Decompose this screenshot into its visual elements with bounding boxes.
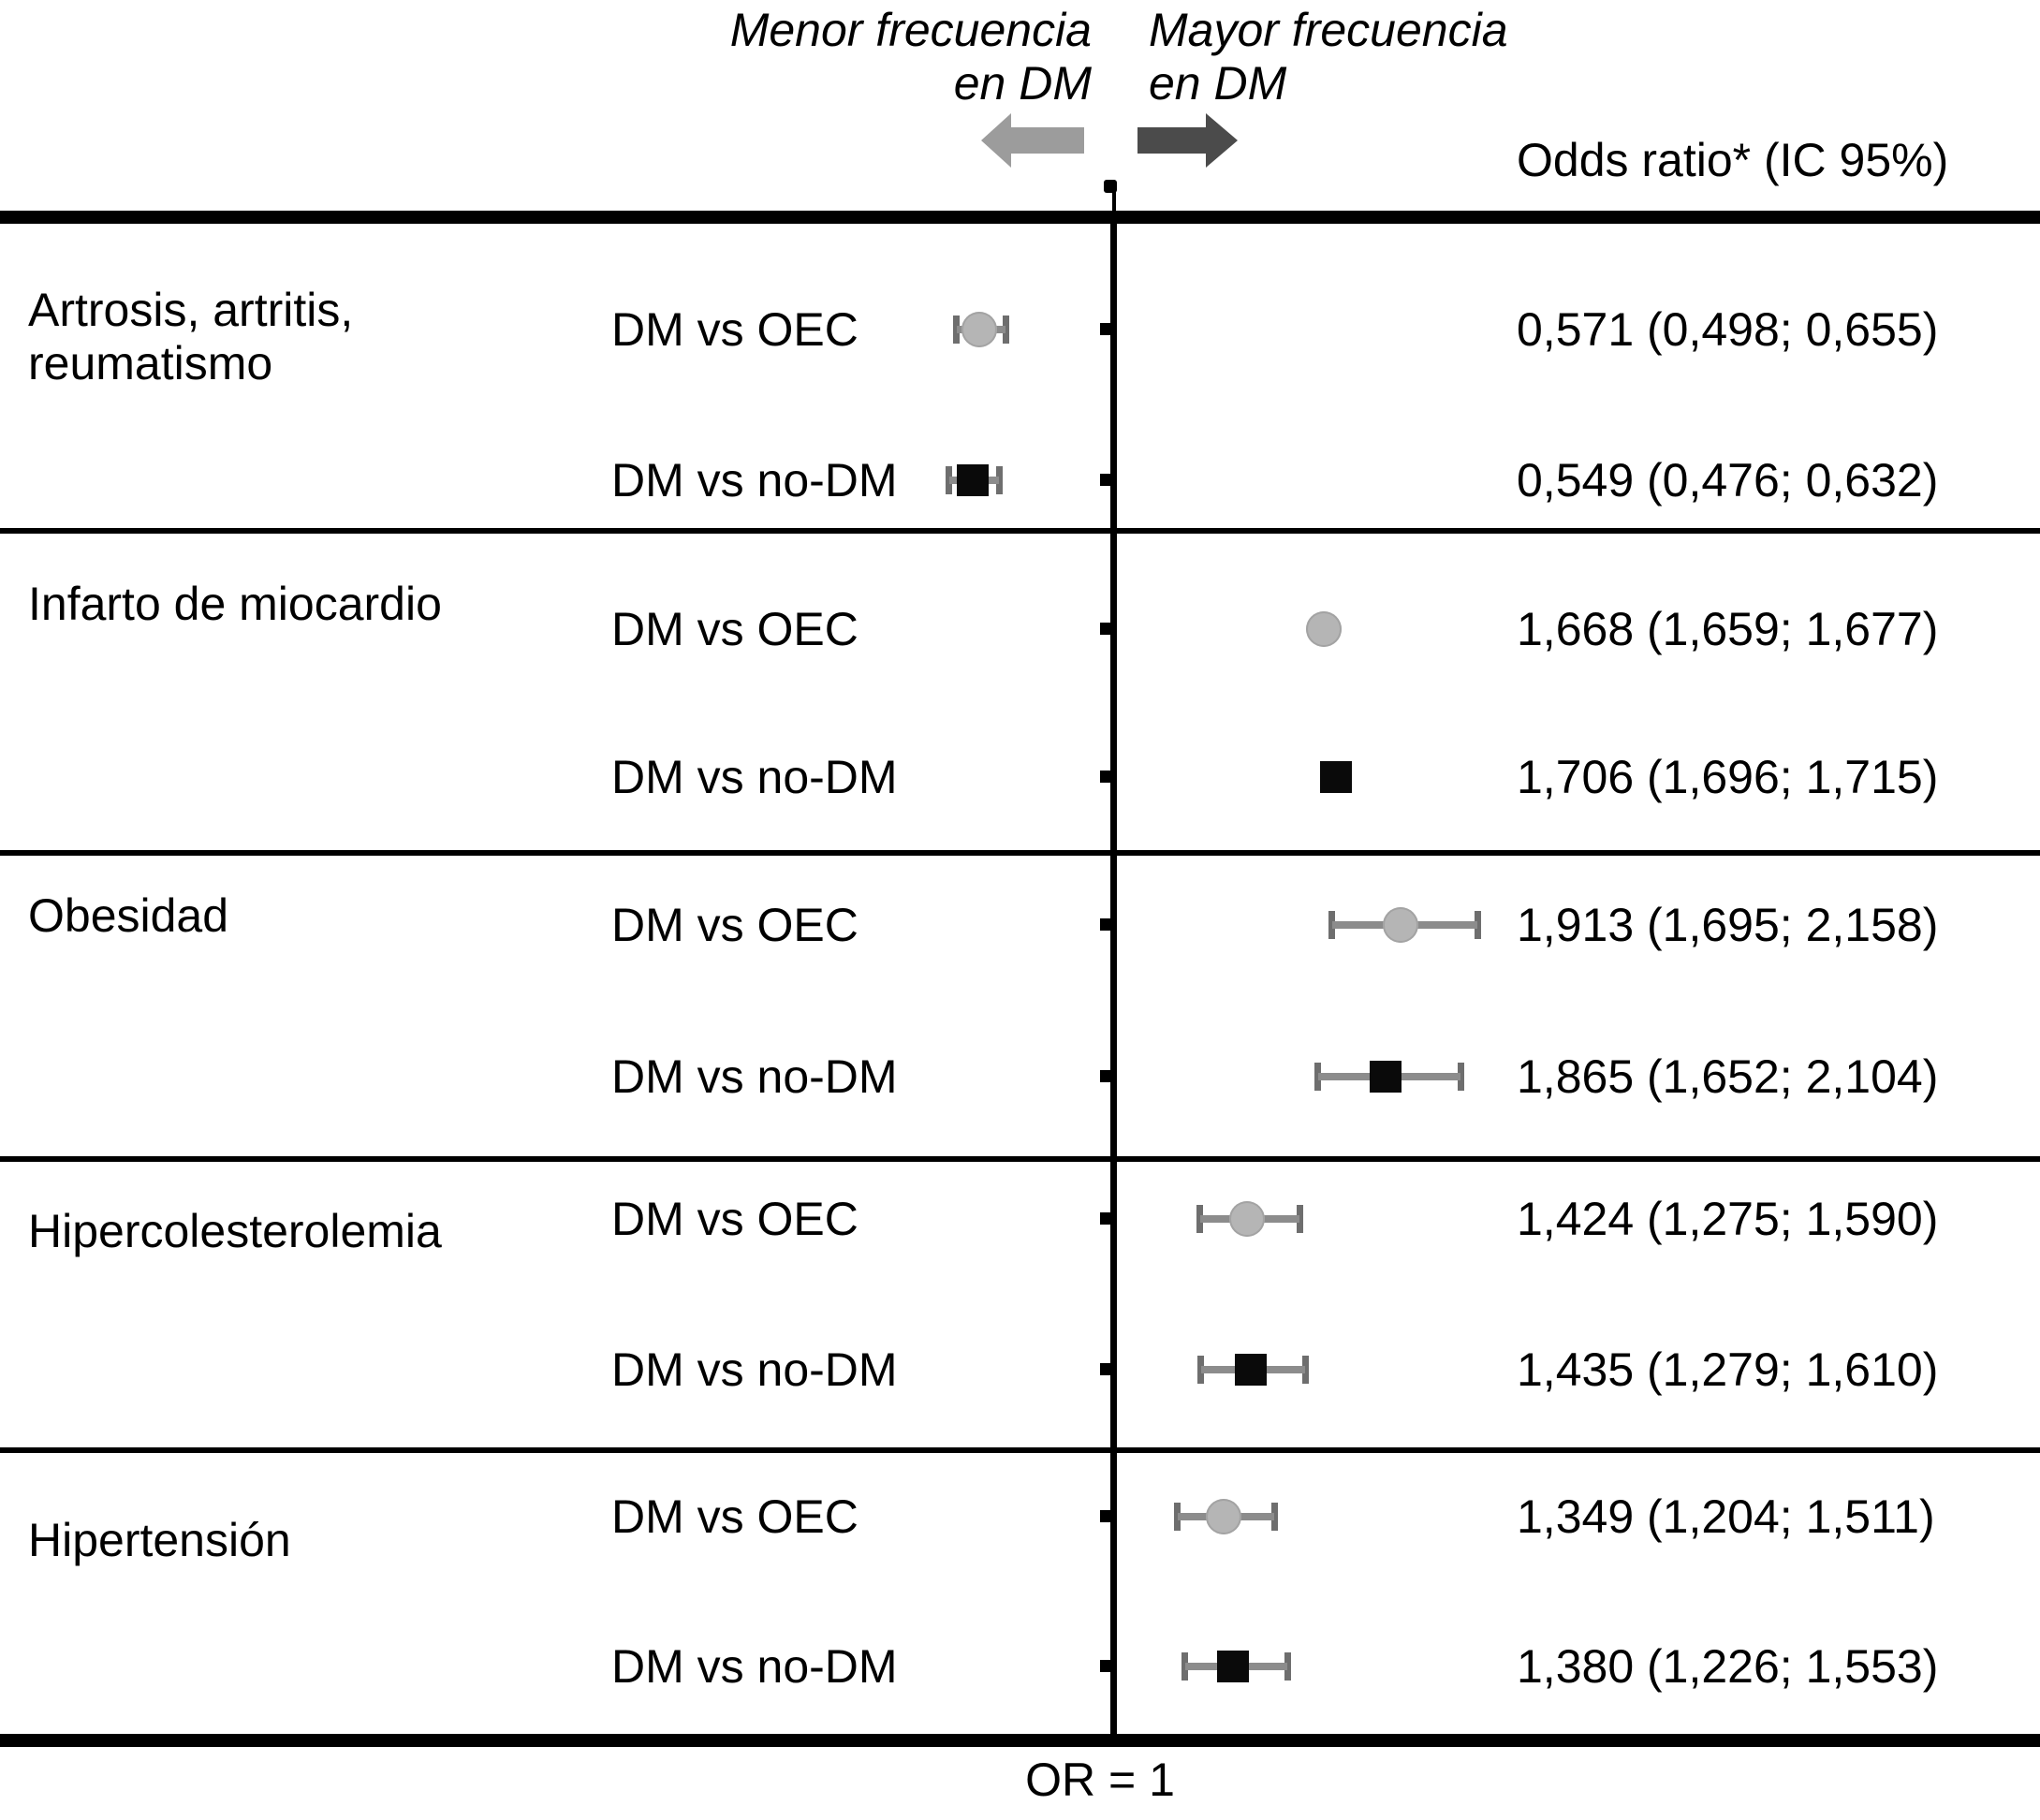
comparison-label: DM vs no-DM [611, 1640, 898, 1693]
or-value: 1,913 (1,695; 2,158) [1517, 899, 1939, 951]
or-marker-circle [1382, 907, 1418, 943]
condition-label: Artrosis, artritis, reumatismo [28, 284, 353, 390]
left-direction-label: Menor frecuencia en DM [524, 4, 1092, 110]
condition-label: Hipertensión [28, 1514, 291, 1567]
or-value: 1,865 (1,652; 2,104) [1517, 1050, 1939, 1103]
axis-row-tick [1100, 1363, 1113, 1375]
or-marker-square [1319, 761, 1352, 793]
comparison-label: DM vs OEC [611, 603, 859, 655]
comparison-label: DM vs OEC [611, 1490, 859, 1543]
condition-label: Hipercolesterolemia [28, 1205, 442, 1258]
comparison-label: DM vs no-DM [611, 1050, 898, 1103]
ci-cap-right [1474, 911, 1481, 939]
ci-cap-left [952, 316, 960, 344]
or-marker-square [956, 464, 989, 496]
or-marker-circle [961, 312, 998, 347]
ci-cap-left [1328, 911, 1335, 939]
or-marker-circle [1305, 611, 1342, 647]
left-arrow-icon [981, 113, 1011, 168]
group-divider [0, 528, 2040, 534]
axis-row-tick [1100, 1510, 1113, 1522]
axis-row-tick [1100, 918, 1113, 931]
condition-label: Infarto de miocardio [28, 578, 442, 631]
ci-cap-left [1196, 1205, 1204, 1233]
right-arrow-icon [1206, 113, 1238, 168]
comparison-label: DM vs OEC [611, 1193, 859, 1245]
group-divider [0, 850, 2040, 856]
axis-top-stub [1112, 185, 1116, 213]
ci-cap-left [1174, 1503, 1181, 1531]
reference-line [1110, 211, 1117, 1747]
condition-label-line: reumatismo [28, 337, 273, 389]
left-direction-label-line2: en DM [953, 57, 1092, 110]
group-divider [0, 1156, 2040, 1162]
or-column-header: Odds ratio* (IC 95%) [1517, 134, 1949, 186]
or-marker-square [1217, 1651, 1250, 1682]
comparison-label: DM vs OEC [611, 303, 859, 356]
group-divider [0, 1447, 2040, 1453]
or-marker-circle [1229, 1201, 1266, 1237]
left-direction-label-line1: Menor frecuencia [729, 4, 1092, 56]
right-direction-label: Mayor frecuencia en DM [1149, 4, 1508, 110]
condition-label-line: Hipertensión [28, 1514, 291, 1566]
axis-row-tick [1100, 771, 1113, 783]
condition-label: Obesidad [28, 889, 228, 943]
condition-label-line: Obesidad [28, 889, 229, 942]
comparison-label: DM vs OEC [611, 899, 859, 951]
axis-row-tick [1100, 1070, 1113, 1082]
axis-row-tick [1100, 623, 1113, 635]
or-marker-square [1369, 1061, 1402, 1093]
ci-cap-right [1271, 1503, 1279, 1531]
bottom-border [0, 1734, 2040, 1747]
top-border [0, 211, 2040, 224]
right-arrow-shaft [1137, 127, 1207, 154]
axis-row-tick [1100, 323, 1113, 335]
comparison-label: DM vs no-DM [611, 454, 898, 506]
right-direction-label-line1: Mayor frecuencia [1149, 4, 1508, 56]
or-value: 1,424 (1,275; 1,590) [1517, 1193, 1939, 1245]
ci-cap-right [1457, 1063, 1464, 1091]
ci-cap-right [1296, 1205, 1303, 1233]
ci-cap-left [946, 466, 953, 494]
condition-label-line: Hipercolesterolemia [28, 1205, 442, 1257]
condition-label-line: Infarto de miocardio [28, 578, 442, 630]
or-value: 1,706 (1,696; 1,715) [1517, 751, 1939, 803]
left-arrow-shaft [1010, 127, 1084, 154]
ci-cap-left [1314, 1063, 1322, 1091]
or-marker-square [1234, 1354, 1267, 1386]
ci-cap-right [1284, 1652, 1292, 1681]
ci-cap-left [1181, 1652, 1188, 1681]
or-value: 1,380 (1,226; 1,553) [1517, 1640, 1939, 1693]
or-value: 0,549 (0,476; 0,632) [1517, 454, 1939, 506]
ci-cap-right [995, 466, 1003, 494]
or-value: 1,349 (1,204; 1,511) [1517, 1490, 1935, 1543]
condition-label-line: Artrosis, artritis, [28, 284, 354, 336]
axis-label: OR = 1 [1025, 1754, 1175, 1806]
axis-row-tick [1100, 1212, 1113, 1225]
ci-cap-right [1003, 316, 1010, 344]
right-direction-label-line2: en DM [1149, 57, 1287, 110]
comparison-label: DM vs no-DM [611, 1343, 898, 1396]
or-value: 1,668 (1,659; 1,677) [1517, 603, 1939, 655]
or-value: 0,571 (0,498; 0,655) [1517, 303, 1939, 356]
axis-row-tick [1100, 474, 1113, 486]
comparison-label: DM vs no-DM [611, 751, 898, 803]
ci-cap-right [1302, 1356, 1310, 1384]
or-value: 1,435 (1,279; 1,610) [1517, 1343, 1939, 1396]
ci-cap-left [1197, 1356, 1205, 1384]
or-marker-circle [1205, 1499, 1241, 1534]
axis-row-tick [1100, 1660, 1113, 1672]
